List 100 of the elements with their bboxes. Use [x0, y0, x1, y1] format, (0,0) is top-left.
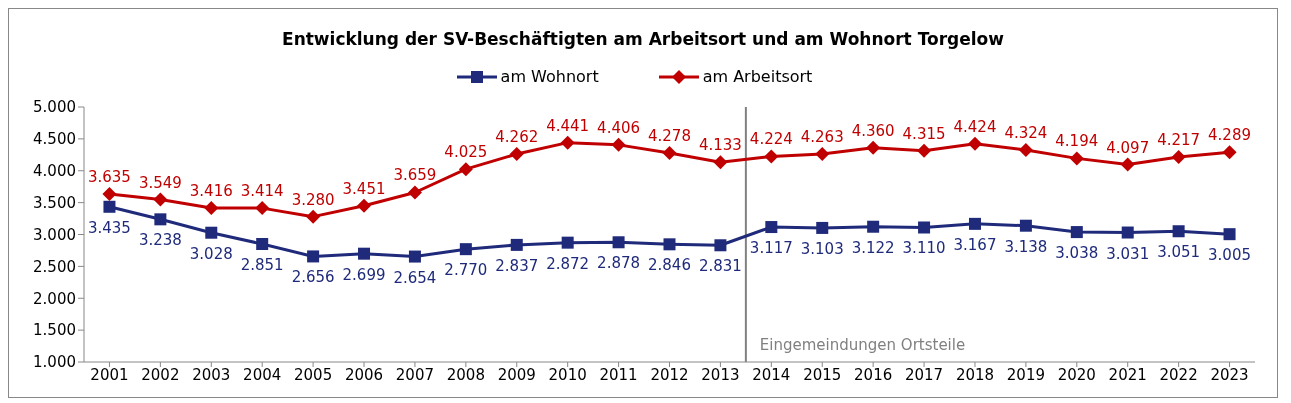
data-label: 4.194	[1055, 132, 1099, 151]
point	[256, 238, 269, 250]
x-tick-label: 2004	[243, 365, 282, 384]
x-tick-label: 2003	[192, 365, 231, 384]
data-label: 4.224	[749, 130, 793, 149]
data-label: 2.872	[546, 254, 590, 273]
point	[154, 213, 167, 226]
x-tick-label: 2023	[1210, 365, 1249, 384]
data-label: 3.435	[87, 218, 131, 237]
data-label: 2.770	[444, 261, 488, 280]
x-tick-label: 2010	[548, 365, 587, 384]
point	[1223, 228, 1236, 241]
y-tick-label: 2.500	[33, 257, 76, 276]
point	[560, 135, 575, 150]
data-label: 2.699	[342, 265, 386, 284]
data-label: 4.262	[495, 128, 539, 147]
y-tick-label: 4.000	[33, 162, 76, 181]
y-tick-label: 1.000	[33, 353, 76, 372]
y-tick-label: 3.500	[33, 193, 76, 212]
data-label: 3.138	[1004, 237, 1048, 256]
data-label: 2.656	[291, 268, 335, 287]
data-label: 4.097	[1106, 138, 1150, 157]
point	[1171, 149, 1186, 164]
ref-line-label: Eingemeindungen Ortsteile	[759, 336, 966, 354]
point	[1121, 226, 1134, 239]
point	[663, 238, 676, 251]
x-tick-label: 2011	[599, 365, 638, 384]
data-label: 3.122	[851, 238, 895, 257]
point	[459, 243, 472, 256]
x-tick-label: 2007	[395, 365, 435, 384]
x-tick-label: 2002	[141, 365, 180, 384]
data-label: 4.441	[546, 116, 590, 135]
point	[765, 221, 778, 234]
x-tick-label: 2013	[701, 365, 740, 384]
x-tick-label: 2001	[90, 365, 129, 384]
point	[1070, 226, 1083, 239]
data-label: 3.028	[189, 244, 233, 263]
point	[408, 250, 421, 263]
point	[764, 149, 779, 164]
data-label: 3.117	[749, 239, 793, 258]
point	[510, 238, 523, 251]
y-tick-label: 2.000	[33, 289, 76, 308]
x-tick-label: 2014	[752, 365, 791, 384]
data-label: 3.451	[342, 179, 386, 198]
data-label: 4.025	[444, 143, 488, 162]
point	[205, 226, 218, 239]
x-tick-label: 2018	[955, 365, 995, 384]
x-tick-label: 2012	[650, 365, 689, 384]
y-tick-label: 5.000	[33, 98, 76, 117]
data-label: 3.167	[953, 235, 997, 254]
data-label: 3.110	[902, 239, 946, 258]
point	[1018, 143, 1033, 158]
point	[815, 146, 830, 161]
data-label: 3.635	[87, 168, 131, 187]
data-label: 2.654	[393, 268, 437, 287]
y-tick-label: 3.000	[33, 225, 76, 244]
legend-label: am Arbeitsort	[702, 67, 813, 86]
y-tick-label: 4.500	[33, 130, 76, 149]
point	[1172, 225, 1185, 238]
data-label: 4.424	[953, 117, 997, 136]
y-tick-label: 1.500	[33, 321, 76, 340]
point	[714, 239, 727, 252]
legend-label: am Wohnort	[500, 67, 599, 86]
point	[509, 147, 524, 162]
point	[816, 221, 829, 234]
data-label: 4.315	[902, 124, 946, 143]
point	[662, 146, 677, 161]
data-label: 2.851	[240, 256, 284, 274]
point	[204, 200, 219, 215]
point	[867, 220, 880, 233]
data-label: 3.051	[1157, 243, 1201, 262]
point	[407, 185, 422, 200]
point	[918, 221, 931, 234]
point	[967, 136, 982, 151]
data-label: 3.238	[138, 231, 182, 250]
point	[1120, 157, 1135, 172]
point	[713, 155, 728, 170]
data-label: 4.278	[648, 127, 691, 146]
data-label: 4.360	[851, 121, 895, 140]
x-tick-label: 2017	[904, 365, 944, 384]
data-label: 4.324	[1004, 124, 1048, 143]
x-tick-label: 2019	[1006, 365, 1045, 384]
point	[102, 187, 117, 202]
data-label: 2.846	[648, 256, 691, 275]
chart-title: Entwicklung der SV-Beschäftigten am Arbeitsort und am Wohnort Torgelow	[281, 28, 1005, 51]
data-label: 4.133	[698, 136, 742, 155]
data-label: 4.263	[800, 127, 844, 146]
data-label: 3.416	[189, 181, 233, 200]
x-tick-label: 2016	[854, 365, 893, 384]
x-tick-label: 2005	[294, 365, 333, 384]
point	[255, 201, 270, 216]
point	[611, 137, 626, 152]
point	[612, 236, 625, 249]
x-tick-label: 2021	[1108, 365, 1147, 384]
data-label: 4.289	[1208, 126, 1252, 145]
x-tick-label: 2020	[1057, 365, 1096, 384]
data-label: 3.659	[393, 166, 437, 185]
point	[357, 198, 372, 213]
data-label: 3.280	[291, 190, 335, 209]
x-tick-label: 2008	[446, 365, 485, 384]
